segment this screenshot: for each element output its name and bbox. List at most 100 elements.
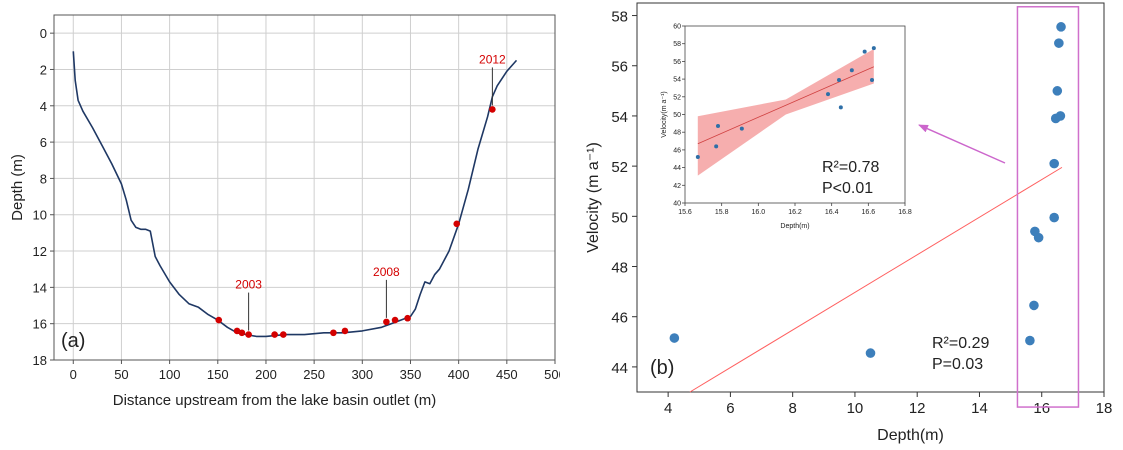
regression-line — [689, 166, 1063, 393]
inset-y-tick-label: 44 — [673, 165, 681, 172]
y-tick-label: 48 — [611, 260, 628, 277]
inset-y-tick-label: 58 — [673, 41, 681, 48]
y-tick-label: 12 — [33, 244, 47, 259]
survey-point — [238, 329, 246, 337]
y-tick-label: 44 — [611, 360, 628, 377]
survey-point — [404, 314, 411, 322]
y-tick-label: 56 — [611, 59, 628, 76]
inset-y-tick-label: 60 — [673, 24, 681, 31]
x-axis-label: Distance upstream from the lake basin ou… — [113, 392, 436, 409]
data-point — [669, 333, 680, 343]
inset-y-tick-label: 52 — [673, 94, 681, 101]
survey-point — [245, 331, 252, 338]
x-tick-label: 12 — [909, 400, 926, 417]
inset-data-point — [826, 92, 830, 97]
data-point — [1049, 158, 1059, 169]
y-tick-label: 2 — [40, 62, 47, 77]
y-tick-label: 18 — [33, 353, 47, 368]
inset-x-tick-label: 16.4 — [825, 209, 839, 216]
data-point — [1054, 38, 1064, 48]
survey-point — [215, 316, 223, 324]
inset-x-tick-label: 15.6 — [678, 209, 692, 216]
inset-y-tick-label: 50 — [673, 112, 681, 119]
y-axis-label: Depth (m) — [9, 154, 26, 221]
inset-data-point — [739, 126, 744, 131]
x-tick-label: 400 — [448, 367, 470, 382]
data-point — [1033, 232, 1044, 243]
inset-data-point — [837, 77, 841, 82]
survey-point — [330, 329, 337, 337]
inset-y-tick-label: 42 — [673, 183, 681, 190]
inset-stats-text: P<0.01 — [822, 180, 873, 197]
data-point — [1029, 300, 1039, 311]
inset-y-axis-label: Velocity(m a⁻¹) — [661, 91, 668, 137]
x-tick-label: 200 — [255, 367, 277, 382]
inset-x-tick-label: 16.8 — [898, 209, 912, 216]
data-point — [1056, 22, 1066, 32]
x-tick-label: 8 — [788, 400, 796, 417]
data-point — [1052, 86, 1063, 96]
x-tick-label: 450 — [496, 367, 518, 382]
survey-point — [280, 331, 287, 338]
x-tick-label: 10 — [847, 400, 864, 417]
data-point — [1049, 212, 1059, 223]
inset-x-axis-label: Depth(m) — [780, 223, 809, 230]
y-tick-label: 52 — [611, 159, 628, 176]
inset-data-point — [716, 124, 720, 129]
x-tick-label: 50 — [114, 367, 128, 382]
inset-confidence-band — [697, 49, 874, 176]
x-tick-label: 350 — [400, 367, 422, 382]
inset-data-point — [871, 46, 876, 51]
y-tick-label: 54 — [611, 109, 628, 126]
inset-y-tick-label: 48 — [673, 130, 681, 137]
y-axis-label: Velocity (m a⁻¹) — [585, 142, 602, 253]
y-tick-label: 10 — [33, 208, 47, 223]
survey-point — [489, 106, 496, 113]
survey-point — [391, 316, 399, 324]
annotation-label-2003: 2003 — [235, 278, 262, 292]
survey-point — [453, 220, 461, 228]
annotation-label-2012: 2012 — [479, 52, 506, 66]
panel-label-b: (b) — [650, 357, 674, 379]
x-tick-label: 18 — [1096, 400, 1113, 417]
y-tick-label: 16 — [33, 317, 47, 332]
y-tick-label: 4 — [40, 99, 47, 114]
y-tick-label: 8 — [40, 171, 47, 186]
inset-y-tick-label: 40 — [673, 201, 681, 208]
y-tick-label: 46 — [611, 310, 628, 327]
y-tick-label: 14 — [33, 280, 47, 295]
x-tick-label: 250 — [303, 367, 325, 382]
x-tick-label: 16 — [1033, 400, 1050, 417]
inset-stats-text: R²=0.78 — [822, 159, 879, 176]
inset-data-point — [838, 105, 843, 110]
panel-label-a: (a) — [61, 330, 85, 352]
y-tick-label: 50 — [611, 209, 628, 226]
inset-y-tick-label: 54 — [673, 77, 681, 84]
x-tick-label: 100 — [159, 367, 181, 382]
annotation-label-2008: 2008 — [373, 265, 400, 279]
chart-a: 0 50 100 150 200 250 300 350 400 450 500 0 2 4 6 8 10 12 1… — [9, 14, 560, 409]
inset-x-tick-label: 15.8 — [715, 209, 729, 216]
x-tick-label: 300 — [351, 367, 373, 382]
y-tick-label: 0 — [40, 26, 47, 41]
y-tick-label: 58 — [611, 9, 628, 26]
x-axis-label: Depth(m) — [877, 427, 944, 444]
x-tick-label: 4 — [664, 400, 672, 417]
stats-text: P=0.03 — [932, 356, 983, 373]
x-tick-label: 6 — [726, 400, 734, 417]
survey-point — [341, 327, 349, 335]
plot-frame-b — [636, 2, 1105, 393]
inset-x-tick-label: 16.0 — [752, 209, 766, 216]
survey-point — [271, 331, 278, 338]
stats-text: R²=0.29 — [932, 335, 989, 352]
inset-x-tick-label: 16.2 — [788, 209, 802, 216]
inset-data-point — [714, 144, 719, 149]
inset-data-point — [849, 68, 854, 73]
y-tick-label: 6 — [40, 135, 47, 150]
plot-frame — [53, 14, 556, 361]
x-tick-label: 14 — [971, 400, 988, 417]
inset-data-point — [870, 77, 874, 82]
inset-fit-line — [697, 66, 874, 145]
